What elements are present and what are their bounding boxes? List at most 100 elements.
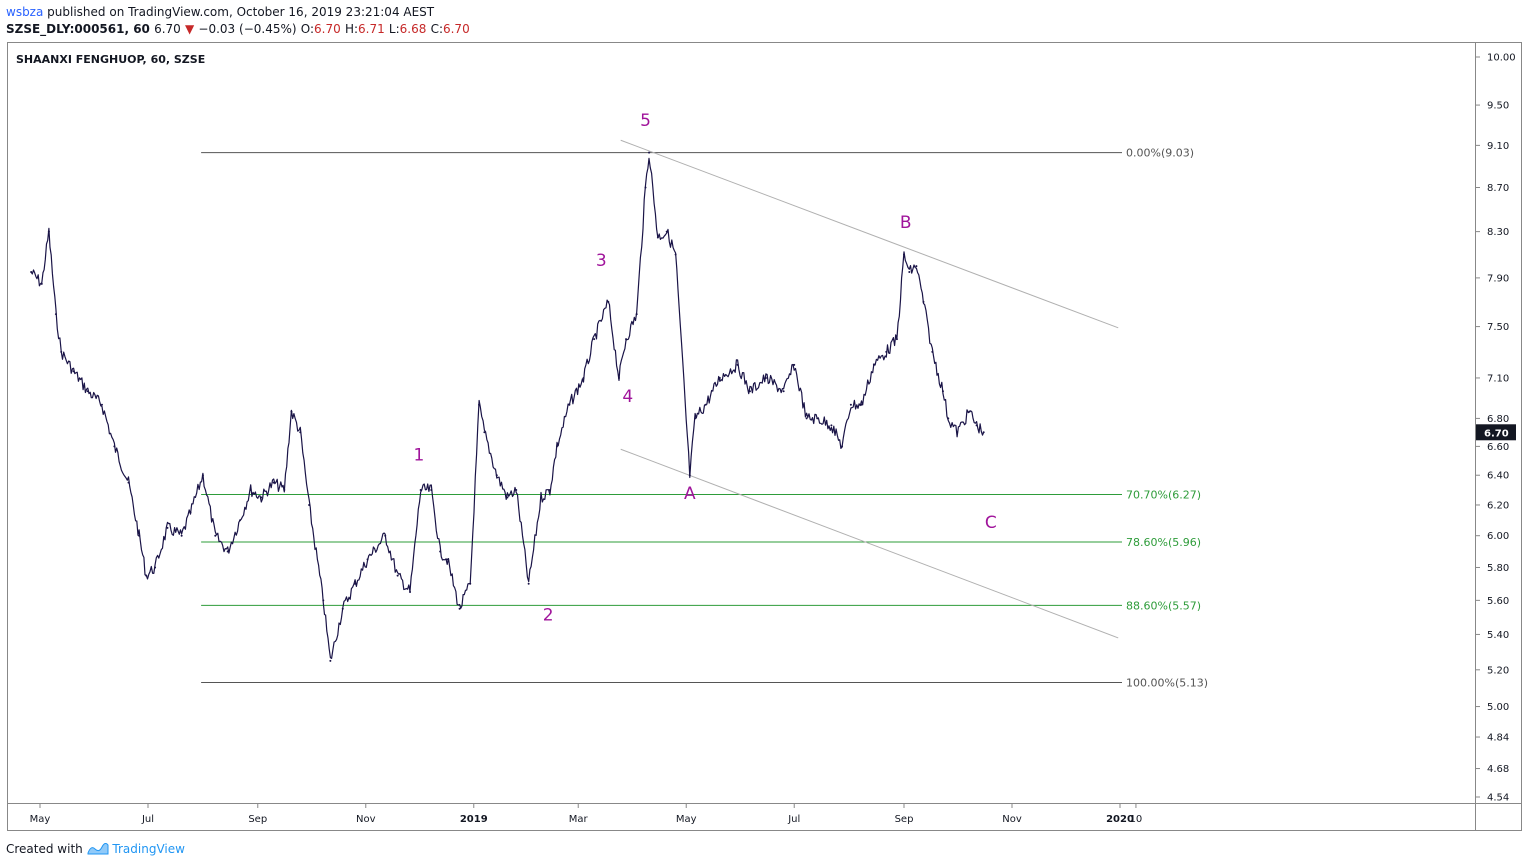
price-point (625, 338, 628, 341)
price-point (656, 236, 659, 239)
wave-label: 3 (596, 251, 607, 271)
x-tick-label: May (676, 814, 697, 825)
author-link[interactable]: wsbza (6, 5, 44, 19)
price-axis[interactable]: 10.00 9.50 9.10 8.70 8.30 7.90 7.50 7.10 6.80 6.6… (1475, 53, 1516, 804)
price-point (40, 282, 43, 285)
price-point (354, 582, 357, 585)
price-point (688, 474, 691, 477)
price-point (127, 481, 130, 484)
change-text: −0.03 (−0.45%) (198, 22, 297, 36)
price-point (830, 424, 833, 427)
price-point (189, 511, 192, 514)
last-price-tag: 6.70 (1476, 424, 1516, 441)
fib-level-label: 0.00%(9.03) (1126, 147, 1194, 160)
y-tick-label: 5.00 (1487, 702, 1509, 713)
price-point (145, 574, 148, 577)
price-point (947, 417, 950, 420)
price-point (582, 376, 585, 379)
tradingview-logo-icon (87, 842, 113, 856)
price-point (384, 534, 387, 537)
price-point (895, 338, 898, 341)
change-down-icon: ▼ (185, 22, 195, 36)
fib-retracement[interactable]: 0.00%(9.03) 70.70%(6.27) 78.60%(5.96) 88.60… (201, 147, 1208, 690)
wave-label: A (684, 484, 696, 504)
y-tick-label: 8.30 (1487, 227, 1509, 238)
channel-line (620, 448, 1119, 639)
y-tick-label: 5.20 (1487, 665, 1509, 676)
price-point (201, 474, 204, 477)
y-tick-label: 6.40 (1487, 471, 1509, 482)
price-series (30, 151, 985, 662)
last-price-badge (1476, 424, 1516, 441)
fib-level-label: 100.00%(5.13) (1126, 677, 1208, 690)
price-point (322, 599, 325, 602)
price-point (113, 445, 116, 448)
price-point (860, 403, 863, 406)
price-point (922, 300, 925, 303)
y-tick-label: 4.68 (1487, 764, 1509, 775)
price-point (941, 390, 944, 393)
last-price-label: 6.70 (1484, 428, 1509, 439)
x-tick-label: 10 (1130, 814, 1143, 825)
price-point (635, 313, 638, 316)
y-tick-label: 6.60 (1487, 442, 1509, 453)
low-value: 6.68 (399, 22, 427, 36)
last-price-text: 6.70 (154, 22, 181, 36)
price-point (665, 230, 668, 233)
price-point (908, 270, 911, 273)
publish-info: wsbza published on TradingView.com, Octo… (6, 5, 434, 19)
price-point (915, 265, 918, 268)
price-point (272, 481, 275, 484)
price-point (478, 403, 481, 406)
wave-label: 5 (640, 111, 651, 131)
price-point (469, 582, 472, 585)
price-point (764, 376, 767, 379)
y-tick-label: 8.70 (1487, 183, 1509, 194)
y-tick-label: 6.80 (1487, 414, 1509, 425)
price-point (72, 370, 75, 373)
symbol-info: SZSE_DLY:000561, 60 6.70 ▼ −0.03 (−0.45%… (6, 22, 470, 36)
y-tick-label: 9.50 (1487, 101, 1509, 112)
close-label: C: (430, 22, 443, 36)
price-point (648, 151, 651, 154)
high-value: 6.71 (358, 22, 385, 36)
price-point (260, 496, 263, 499)
price-point (86, 390, 89, 393)
y-tick-label: 5.80 (1487, 563, 1509, 574)
price-point (568, 403, 571, 406)
price-line (30, 157, 985, 659)
wave-label: 2 (543, 606, 554, 626)
open-label: O: (300, 22, 315, 36)
wave-label: 4 (622, 387, 633, 407)
wave-labels: 1 2 3 4 5 A B C (413, 111, 996, 626)
price-point (47, 230, 50, 233)
y-tick-label: 4.54 (1487, 793, 1509, 804)
wave-label: B (900, 213, 912, 233)
price-point (841, 445, 844, 448)
price-point (419, 488, 422, 491)
price-point (849, 403, 852, 406)
price-point (975, 424, 978, 427)
fib-level-label: 88.60%(5.57) (1126, 599, 1201, 612)
price-point (483, 431, 486, 434)
trend-channel[interactable] (620, 139, 1119, 639)
price-point (644, 186, 647, 189)
x-tick-label: Sep (895, 814, 914, 825)
price-point (527, 582, 530, 585)
y-tick-label: 5.60 (1487, 596, 1509, 607)
price-point (495, 474, 498, 477)
x-tick-label: Jul (141, 814, 154, 825)
x-tick-label: Sep (248, 814, 267, 825)
price-point (694, 417, 697, 420)
tradingview-link[interactable]: TradingView (112, 842, 185, 856)
y-tick-label: 10.00 (1487, 53, 1516, 64)
price-point (366, 558, 369, 561)
price-point (607, 300, 610, 303)
y-tick-label: 7.10 (1487, 373, 1509, 384)
price-point (100, 403, 103, 406)
price-point (341, 607, 344, 610)
price-point (458, 607, 461, 610)
price-point (329, 659, 332, 662)
